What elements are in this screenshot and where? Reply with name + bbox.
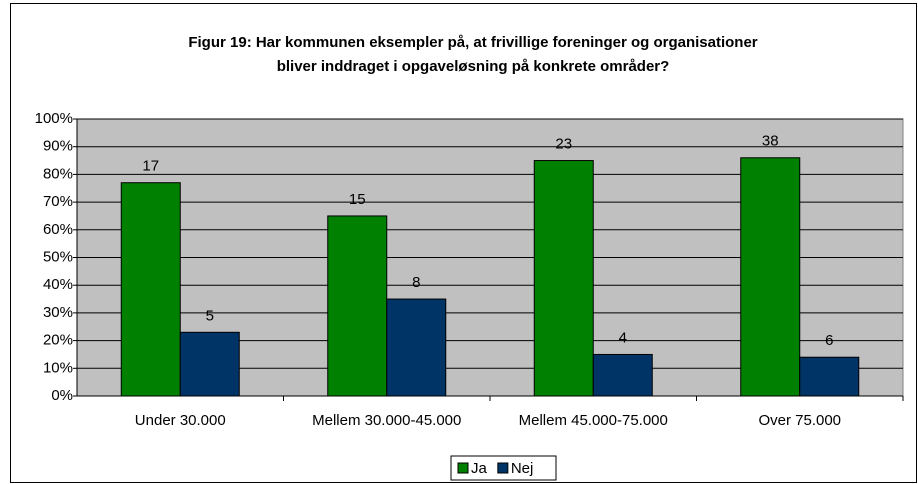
- y-tick-label: 80%: [43, 165, 73, 182]
- x-tick-label: Under 30.000: [135, 412, 226, 429]
- y-tick-label: 40%: [43, 276, 73, 293]
- bar: [592, 353, 653, 397]
- bar: [533, 160, 594, 397]
- chart-title: bliver inddraget i opgaveløsning på konk…: [277, 58, 670, 75]
- legend-swatch: [457, 462, 469, 474]
- y-tick-label: 90%: [43, 138, 73, 155]
- bar: [327, 215, 388, 397]
- chart-title: Figur 19: Har kommunen eksempler på, at …: [188, 34, 757, 51]
- legend-swatch: [497, 462, 509, 474]
- bar: [120, 182, 181, 397]
- y-tick-label: 70%: [43, 193, 73, 210]
- data-label: 4: [619, 329, 627, 346]
- y-tick-label: 100%: [35, 110, 73, 127]
- legend-label: Ja: [471, 460, 488, 477]
- y-tick-label: 0%: [51, 387, 73, 404]
- y-tick-label: 50%: [43, 248, 73, 265]
- data-label: 8: [412, 274, 420, 291]
- data-label: 5: [206, 307, 214, 324]
- data-label: 17: [142, 158, 159, 175]
- y-tick-label: 10%: [43, 359, 73, 376]
- x-tick-label: Over 75.000: [758, 412, 841, 429]
- bar: [799, 356, 860, 397]
- bar: [179, 331, 240, 397]
- bar: [740, 157, 801, 397]
- bar: [386, 298, 447, 397]
- x-tick-label: Mellem 45.000-75.000: [519, 412, 668, 429]
- legend-label: Nej: [511, 460, 534, 477]
- y-tick-label: 20%: [43, 332, 73, 349]
- y-tick-label: 30%: [43, 304, 73, 321]
- data-label: 15: [349, 191, 366, 208]
- data-label: 6: [825, 332, 833, 349]
- data-label: 38: [762, 133, 779, 150]
- x-tick-label: Mellem 30.000-45.000: [312, 412, 461, 429]
- y-tick-label: 60%: [43, 221, 73, 238]
- data-label: 23: [555, 136, 572, 153]
